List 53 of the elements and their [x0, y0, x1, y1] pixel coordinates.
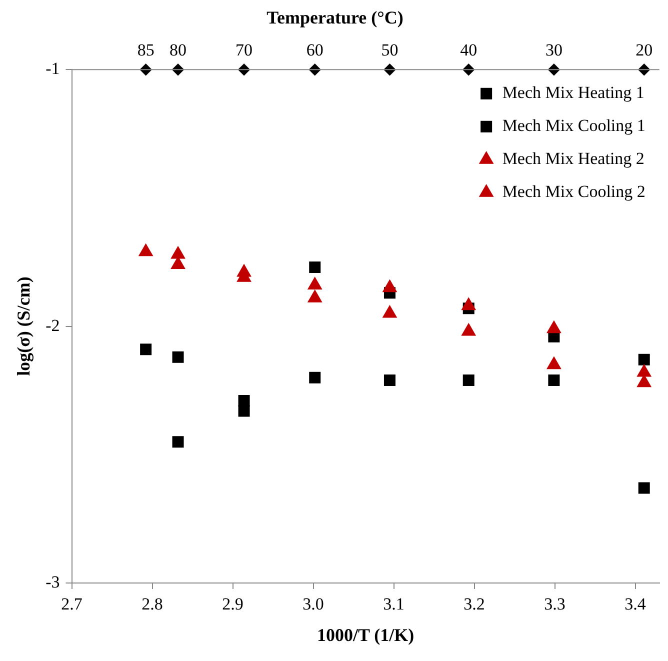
point	[140, 344, 152, 356]
annotation: 40	[460, 40, 478, 60]
point	[547, 321, 561, 334]
x-tick-label: 3.4	[624, 594, 646, 614]
point	[172, 351, 184, 363]
point	[547, 357, 561, 370]
x-tick-label: 3.1	[383, 594, 404, 614]
point	[462, 374, 474, 386]
annotation: 70	[236, 40, 253, 60]
point	[462, 324, 476, 336]
legend-label: Mech Mix Heating 1	[502, 83, 644, 102]
annotation: 80	[170, 40, 187, 60]
point	[382, 306, 397, 318]
point	[638, 354, 650, 366]
point	[637, 374, 651, 388]
legend-label: Mech Mix Cooling 1	[502, 116, 646, 136]
annotation: 20	[636, 40, 653, 60]
y-tick-label: -1	[46, 59, 60, 78]
point	[637, 364, 651, 377]
point	[308, 290, 322, 302]
point	[238, 64, 250, 76]
point	[309, 372, 321, 384]
point	[308, 277, 322, 290]
point	[238, 405, 250, 417]
point	[309, 262, 321, 274]
annotation: 30	[545, 40, 562, 60]
point	[382, 280, 397, 292]
point	[172, 64, 184, 76]
point	[548, 374, 560, 386]
x-tick-label: 2.8	[142, 594, 163, 614]
point	[638, 482, 650, 494]
legend-label: Mech Mix Cooling 2	[502, 182, 646, 202]
y-axis-title: log(σ) (S/cm)	[13, 276, 34, 376]
annotation: 85	[137, 40, 154, 60]
annotation: 50	[381, 40, 398, 60]
chart-title: Temperature (°C)	[266, 7, 404, 28]
y-tick-label: -3	[46, 572, 60, 592]
legend-label: Mech Mix Heating 2	[502, 149, 644, 168]
x-axis-title: 1000/T (1/K)	[316, 624, 414, 645]
y-tick-label: -2	[46, 316, 60, 335]
point	[462, 298, 476, 310]
point	[171, 256, 185, 269]
point	[171, 246, 185, 259]
point	[138, 244, 153, 256]
x-tick-label: 3.2	[464, 594, 485, 614]
point	[238, 394, 250, 406]
point	[172, 436, 184, 448]
point	[384, 374, 396, 386]
annotation: 60	[306, 40, 324, 60]
x-tick-label: 3.3	[544, 594, 566, 614]
x-tick-label: 2.9	[222, 594, 244, 614]
x-tick-label: 2.7	[61, 594, 83, 614]
x-tick-label: 3.0	[302, 594, 324, 614]
